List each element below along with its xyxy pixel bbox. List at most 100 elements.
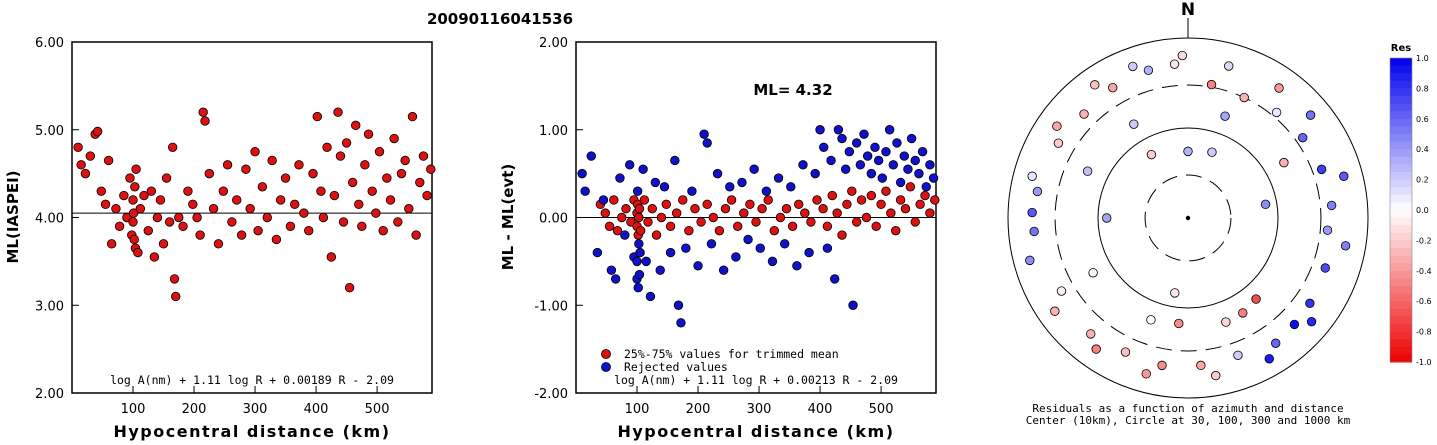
accepted-data-point (188, 199, 198, 210)
accepted-data-point (111, 204, 121, 214)
station-residual-point (1233, 350, 1243, 360)
x-tick-label: 300 (243, 402, 268, 417)
rejected-data-point (910, 155, 920, 166)
ml-value-annotation: ML= 4.32 (753, 81, 832, 99)
rejected-data-point (914, 168, 924, 179)
accepted-data-point (312, 111, 322, 122)
rejected-data-point (699, 129, 709, 139)
rejected-data-point (638, 164, 648, 174)
accepted-data-point (133, 247, 143, 258)
accepted-data-point (910, 217, 920, 227)
rejected-data-point (884, 125, 895, 135)
ml-distance-xlabel: Hypocentral distance (km) (113, 422, 390, 441)
accepted-data-point (757, 204, 767, 214)
station-residual-point (1170, 288, 1180, 298)
station-residual-point (1340, 241, 1351, 251)
station-residual-point (1339, 171, 1349, 181)
accepted-data-point (213, 239, 224, 249)
rejected-data-point (650, 177, 661, 188)
accepted-data-point (769, 225, 780, 236)
accepted-data-point (308, 168, 318, 179)
colorbar-swatch (1390, 346, 1412, 355)
station-residual-point (1326, 200, 1337, 211)
rejected-data-point (731, 252, 741, 262)
accepted-data-point (271, 234, 282, 245)
station-residual-point (1102, 213, 1112, 223)
rejected-data-point (921, 182, 931, 192)
y-tick-label: 3.00 (35, 299, 64, 314)
colorbar-tick-label: -0.8 (1416, 328, 1432, 337)
x-tick-label: 500 (365, 402, 390, 417)
residual-colorbar: Res 1.0 0.8 0.6 0.4 0.2 0.0 -0.2 -0.4 -0.6 -0.8 -1… (1389, 43, 1432, 367)
x-tick-label: 400 (304, 402, 329, 417)
accepted-data-point (818, 204, 828, 214)
accepted-data-point (895, 195, 906, 205)
accepted-data-point (208, 204, 219, 214)
station-residual-point (1320, 263, 1330, 273)
accepted-data-point (651, 230, 662, 240)
accepted-data-point (837, 230, 847, 240)
accepted-data-point (167, 142, 178, 153)
colorbar-swatch (1390, 149, 1412, 158)
accepted-data-point (678, 195, 688, 205)
accepted-data-point (671, 208, 682, 218)
accepted-data-point (418, 151, 429, 161)
accepted-data-point (128, 195, 138, 205)
accepted-data-point (267, 155, 277, 166)
station-residual-point (1141, 369, 1151, 379)
station-residual-point (1196, 360, 1206, 371)
rejected-data-point (737, 177, 747, 188)
accepted-data-point (385, 195, 396, 205)
accepted-data-point (161, 173, 172, 183)
rejected-data-point (634, 239, 644, 249)
residual-distance-ylabel: ML - ML(evt) (499, 164, 517, 270)
accepted-data-point (609, 195, 619, 205)
accepted-data-point (338, 217, 349, 227)
accepted-data-point (96, 186, 106, 196)
polar-caption-line2: Center (10km), Circle at 30, 100, 300 an… (1026, 414, 1351, 427)
station-residual-point (1239, 92, 1249, 103)
colorbar-swatch (1390, 80, 1412, 89)
rejected-data-point (577, 168, 587, 179)
distance-ring (1054, 84, 1322, 352)
x-tick-label: 100 (625, 402, 650, 417)
accepted-data-point (876, 199, 886, 210)
colorbar-tick-label: 0.8 (1416, 84, 1429, 93)
colorbar-tick-label: 0.2 (1416, 176, 1429, 185)
accepted-data-point (195, 230, 205, 240)
accepted-data-point (389, 133, 399, 144)
accepted-data-point (131, 164, 141, 174)
station-residual-point (1224, 61, 1234, 71)
accepted-data-point (726, 195, 737, 205)
colorbar-swatch (1390, 103, 1412, 112)
accepted-data-point (812, 195, 822, 205)
station-residual-point (1260, 199, 1271, 210)
colorbar-swatch (1390, 73, 1412, 82)
colorbar-swatch (1390, 111, 1412, 120)
event-id-title: 20090116041536 (427, 10, 573, 28)
station-residual-point (1090, 80, 1100, 90)
rejected-data-point (655, 265, 665, 275)
accepted-data-point (732, 221, 743, 231)
accepted-data-point (600, 208, 610, 218)
rejected-data-point (779, 239, 790, 249)
accepted-data-point (322, 142, 332, 153)
colorbar-swatch (1390, 240, 1412, 249)
station-residual-point (1128, 61, 1138, 72)
accepted-data-point (621, 204, 631, 214)
accepted-data-point (92, 126, 103, 137)
station-residual-point (1056, 286, 1067, 296)
rejected-data-point (632, 256, 642, 267)
rejected-data-point (673, 300, 684, 310)
station-residual-point (1169, 59, 1180, 69)
colorbar-tick-label: 0.6 (1416, 115, 1429, 124)
station-residual-point (1322, 225, 1333, 235)
x-tick-label: 300 (747, 402, 772, 417)
accepted-data-point (80, 168, 91, 179)
ml-distance-ylabel: ML(IASPEI) (4, 170, 22, 263)
accepted-data-point (925, 208, 935, 218)
distance-ring (1097, 127, 1279, 309)
rejected-data-point (755, 243, 765, 253)
accepted-data-point (85, 151, 96, 161)
accepted-data-point (739, 208, 749, 218)
